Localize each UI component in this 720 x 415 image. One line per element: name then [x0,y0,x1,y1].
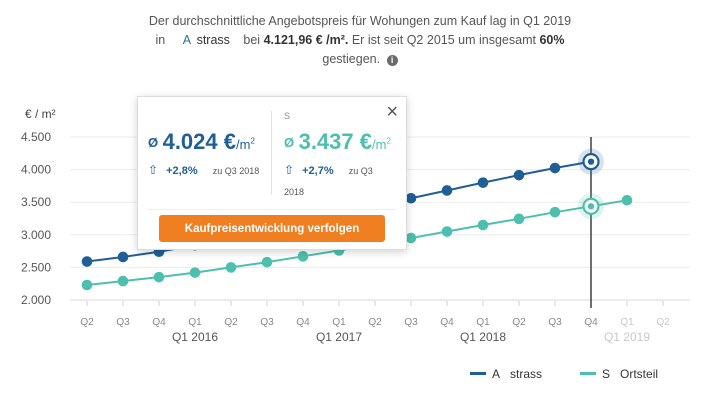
data-point [405,232,417,244]
legend-label-s: Ortsteil [620,367,659,381]
y-tick-label: 4.000 [21,163,51,177]
tooltip-right-value: 3.437 € [298,129,372,154]
data-point [81,256,93,267]
x-tick-label: Q3 [260,317,274,328]
tooltip-right: S Ø 3.437 €/m2 ⇧ +2,7% zu Q3 2018 [284,111,402,197]
data-point [621,194,633,206]
tooltip-right-code: S [284,111,291,121]
x-axis: Q2 Q3 Q4 Q1 Q2 Q3 Q4 Q1 Q2 Q3 Q4 Q1 Q2 Q3 Q4 Q1 Q2 Q1 201… [70,299,690,344]
info-icon[interactable]: i [386,55,398,66]
highlight-point-core [587,203,595,210]
tooltip-right-price: Ø 3.437 €/m2 [284,129,402,155]
data-point [441,185,453,196]
x-tick-label: Q3 [404,317,418,328]
region-code: A [182,33,192,47]
y-tick-label: 2.000 [21,293,51,307]
x-tick-label: Q2 [80,317,94,328]
close-icon[interactable]: × [386,101,398,123]
data-point [297,251,309,262]
y-tick-label: 3.500 [21,195,51,209]
x-tick-label: Q4 [440,317,454,328]
tooltip: × Ø 4.024 €/m2 ⇧ +2,8% zu Q3 2018 S Ø 3.… [137,96,407,250]
tooltip-right-change: ⇧ +2,7% zu Q3 [284,163,402,177]
y-tick-label: 3.000 [21,228,51,242]
tooltip-right-ref2: 2018 [284,187,305,197]
x-year-label: Q1 2017 [316,330,362,344]
data-point [513,213,525,225]
legend-code-s: S [602,367,611,381]
data-point [405,192,417,204]
data-point [549,162,561,174]
price-prefix: bei [243,33,261,47]
x-tick-label: Q2 [512,317,526,328]
rise-text: Er ist seit Q2 2015 um insgesamt [351,33,536,47]
legend-swatch-s [580,372,596,375]
x-tick-label: Q4 [584,317,598,328]
x-tick-label: Q2 [656,317,670,328]
x-year-label: Q1 2019 [604,330,650,344]
x-tick-label: Q4 [152,317,166,328]
data-point [153,271,165,283]
headline-in: in [155,33,166,47]
headline: Der durchschnittliche Angebotspreis für … [60,12,660,69]
legend-swatch-a [470,372,486,375]
data-point [261,256,273,268]
x-tick-label: Q4 [296,317,310,328]
legend-code-a: A [492,367,501,381]
y-axis: € / m² 2.000 2.500 3.000 3.500 4.000 4.500 [21,107,56,307]
tooltip-left-change: ⇧ +2,8% zu Q3 2018 [148,163,270,177]
tooltip-divider [271,111,272,195]
x-year-label: Q1 2018 [460,330,506,344]
data-point [513,169,525,181]
data-point [549,206,561,218]
tooltip-left-unit: /m2 [235,136,255,152]
data-point [81,279,93,291]
trend-up-icon: ⇧ [148,163,159,177]
data-point [189,267,201,278]
data-point [117,251,129,263]
tooltip-left-value: 4.024 € [162,129,236,154]
tooltip-right-unit: /m2 [371,136,391,152]
headline-line2: in A strass bei 4.121,96 € /m². Er ist s… [60,31,660,50]
x-tick-label: Q1 [476,317,490,328]
x-tick-label: Q2 [224,317,238,328]
tooltip-left-ref: zu Q3 2018 [212,166,260,176]
y-axis-unit: € / m² [25,107,56,121]
headline-line3: gestiegen. i [60,50,660,69]
data-point [225,262,237,273]
legend-label-a: strass [510,367,543,381]
x-tick-label: Q1 [332,317,346,328]
x-tick-label: Q3 [116,317,130,328]
tooltip-separator [148,209,396,210]
data-point [477,219,489,231]
region-name: strass [196,33,230,47]
highlight-point-core [587,158,595,165]
x-year-label: Q1 2016 [172,330,218,344]
follow-price-button[interactable]: Kaufpreisentwicklung verfolgen [159,215,385,242]
x-tick-label: Q1 [188,317,202,328]
tooltip-left-pct: +2,8% [166,165,198,177]
y-tick-label: 2.500 [21,260,51,274]
headline-line1: Der durchschnittliche Angebotspreis für … [148,14,572,28]
trend-up-icon: ⇧ [284,163,295,177]
tooltip-left: Ø 4.024 €/m2 ⇧ +2,8% zu Q3 2018 [148,111,270,177]
average-symbol: Ø [148,135,159,150]
headline-price: 4.121,96 € /m². [263,33,349,47]
data-point [441,226,453,237]
tooltip-right-pct: +2,7% [302,165,334,177]
data-point [117,275,129,287]
x-tick-label: Q1 [620,317,634,328]
x-tick-label: Q2 [368,317,382,328]
tooltip-left-code [148,111,270,123]
rise-pct: 60% [539,33,565,47]
data-point [477,177,489,188]
y-tick-label: 4.500 [21,130,51,144]
x-tick-label: Q3 [548,317,562,328]
average-symbol: Ø [284,135,295,150]
tooltip-left-price: Ø 4.024 €/m2 [148,129,270,155]
tooltip-right-ref: zu Q3 [348,166,373,176]
legend-item-s[interactable]: S Ortsteil [580,367,658,381]
